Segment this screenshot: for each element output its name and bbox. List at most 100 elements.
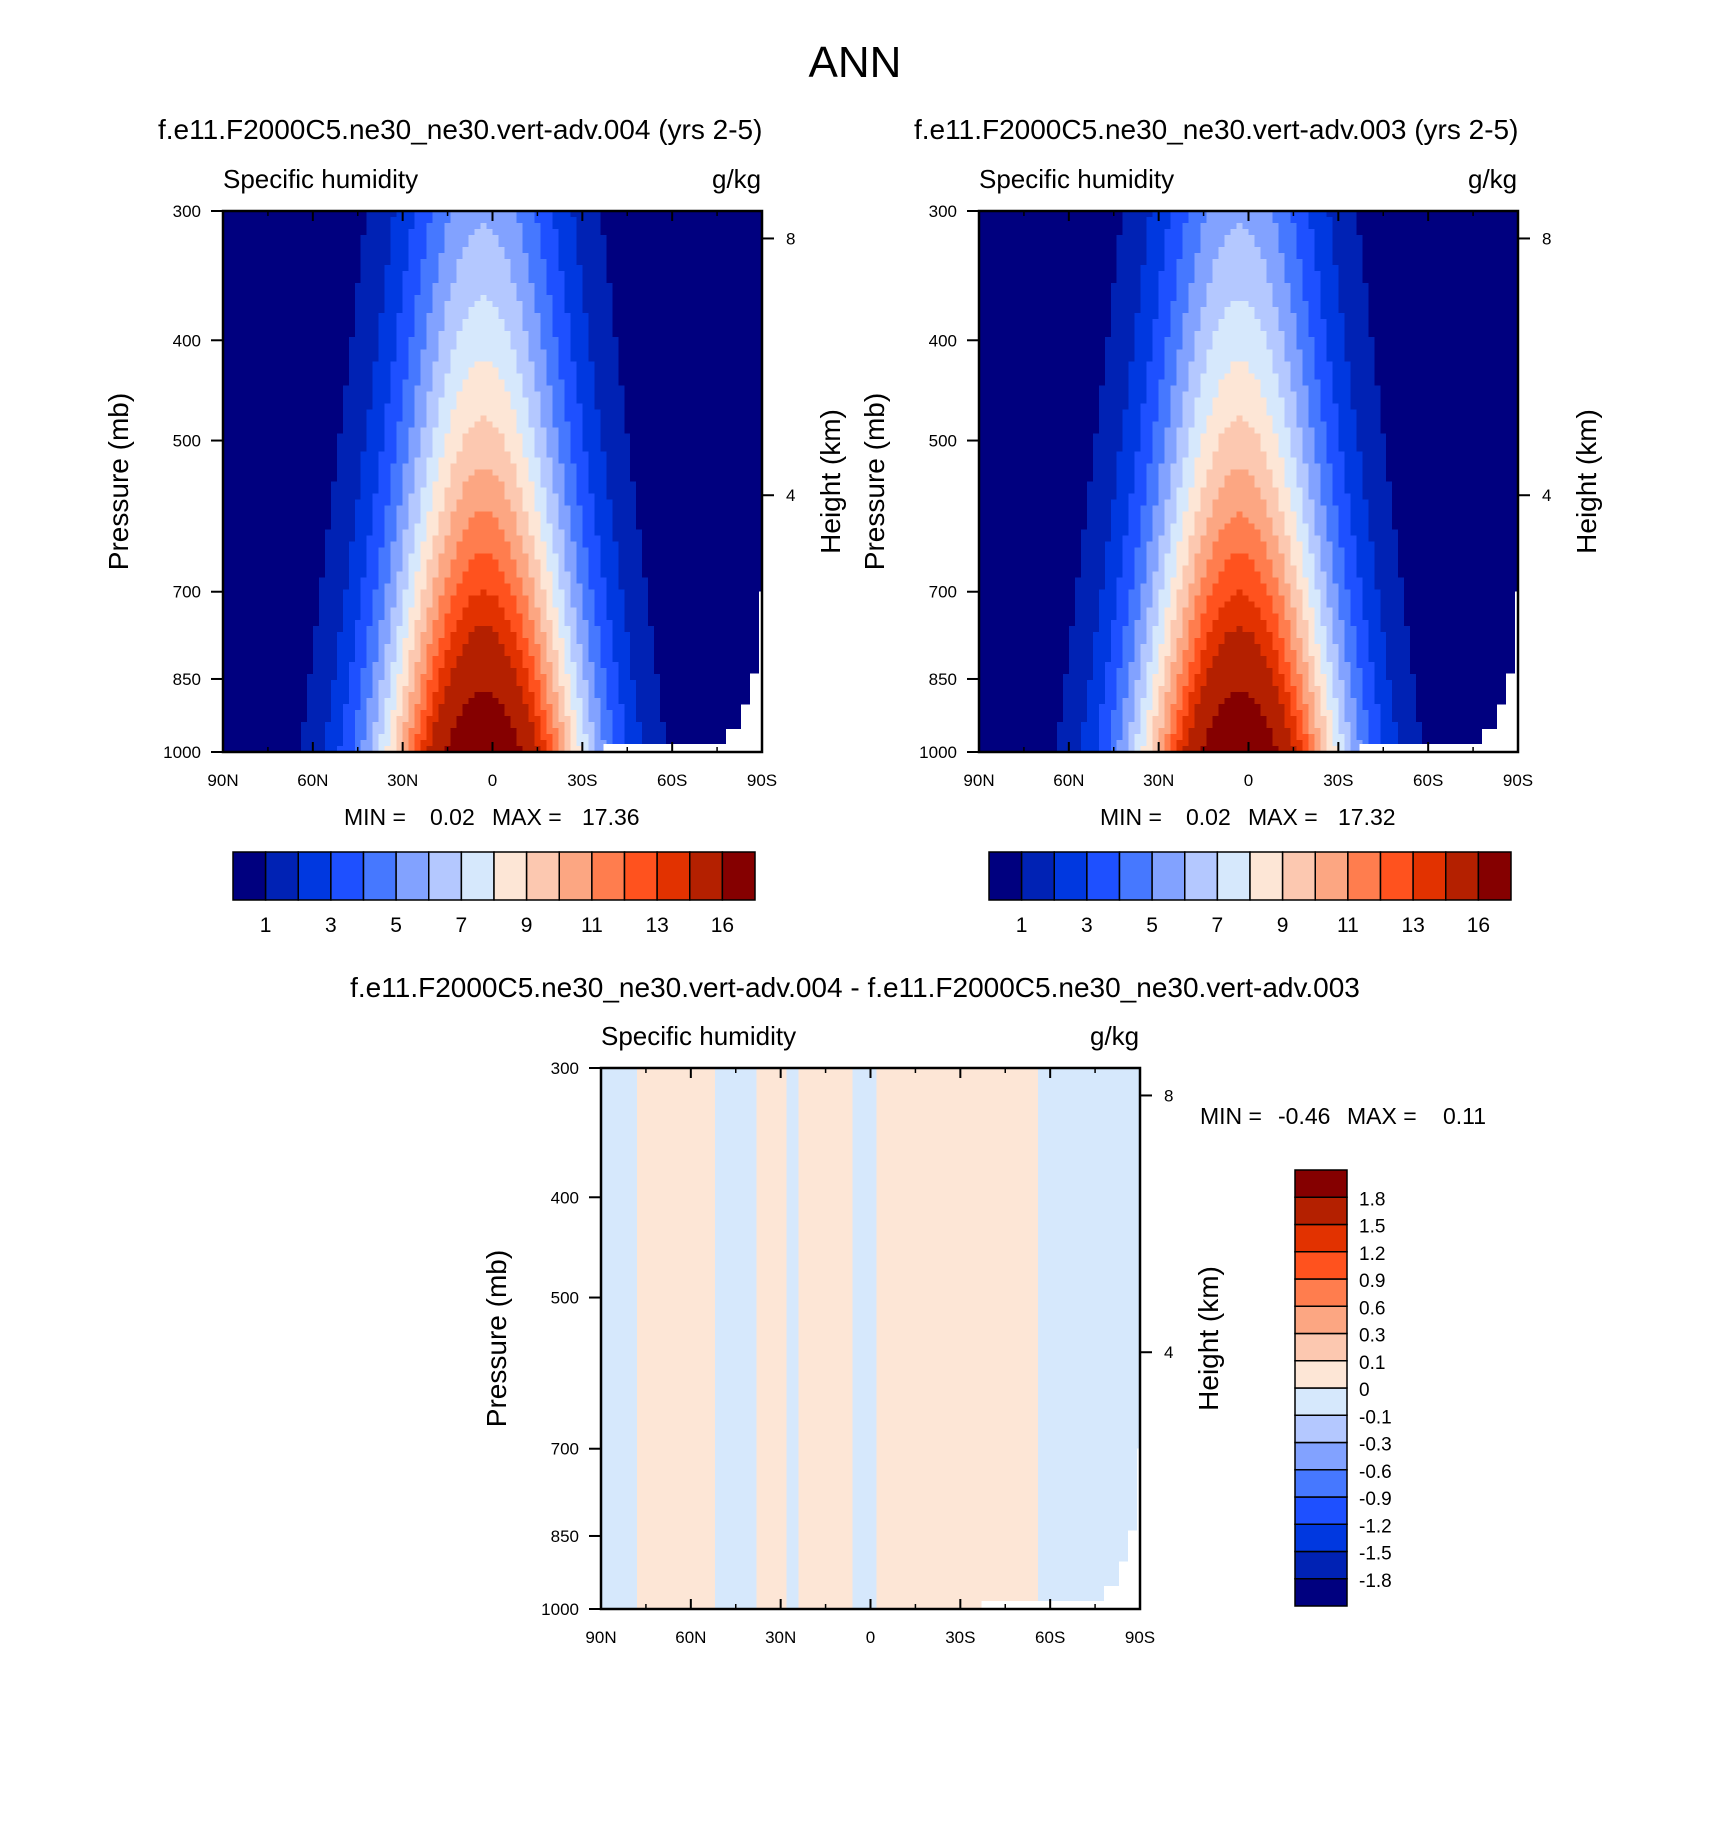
data-cell (223, 541, 326, 549)
data-cell (1338, 421, 1357, 428)
data-cell (384, 601, 398, 609)
data-cell (498, 427, 518, 435)
data-cell (576, 217, 601, 224)
data-cell (384, 277, 404, 284)
data-cell (408, 577, 416, 585)
data-cell (1290, 595, 1303, 603)
data-cell (1248, 301, 1274, 308)
data-cell (450, 427, 470, 435)
data-cell (1200, 385, 1220, 392)
data-cell (1278, 631, 1292, 639)
data-cell (876, 1218, 1039, 1225)
data-cell (408, 733, 416, 741)
data-cell (594, 499, 613, 507)
data-cell (979, 319, 1112, 326)
data-cell (624, 403, 763, 410)
data-cell (1392, 709, 1417, 717)
data-cell (1176, 739, 1190, 747)
data-cell (1380, 703, 1393, 711)
data-cell (798, 1086, 854, 1093)
data-cell (600, 715, 613, 723)
data-cell (979, 475, 1094, 483)
data-cell (612, 733, 625, 741)
data-cell (1290, 637, 1303, 645)
data-cell (1332, 217, 1357, 224)
data-cell (876, 1230, 1039, 1237)
data-cell (450, 511, 476, 519)
data-cell (876, 1314, 1039, 1322)
data-cell (714, 1590, 758, 1598)
data-cell (798, 1356, 854, 1364)
data-cell (1374, 361, 1519, 368)
data-cell (798, 1596, 854, 1604)
data-cell (402, 301, 416, 308)
data-cell (348, 583, 362, 591)
data-cell (1368, 733, 1381, 741)
data-cell (1134, 559, 1148, 567)
data-cell (1266, 259, 1286, 266)
data-cell (601, 1200, 638, 1207)
data-cell (570, 571, 577, 579)
data-cell (588, 739, 595, 747)
data-cell (1188, 595, 1196, 603)
data-cell (384, 709, 392, 717)
data-cell (1206, 367, 1232, 374)
data-cell (1386, 469, 1519, 477)
panel1-max-label: MAX = (492, 804, 562, 830)
data-cell (1110, 523, 1130, 531)
data-cell (1182, 469, 1196, 477)
data-cell (1194, 415, 1208, 422)
data-cell (1194, 343, 1214, 350)
data-cell (1350, 589, 1363, 597)
data-cell (1158, 691, 1166, 699)
data-cell (798, 1194, 854, 1201)
data-cell (223, 319, 356, 326)
data-cell (1038, 1110, 1141, 1117)
data-cell (414, 475, 428, 483)
data-cell (1116, 607, 1130, 615)
data-cell (390, 619, 404, 627)
data-cell (798, 1548, 854, 1556)
data-cell (223, 361, 350, 368)
data-cell (1284, 607, 1298, 615)
data-cell (618, 661, 631, 669)
data-cell (402, 721, 416, 729)
y-right-tick-label: 4 (786, 486, 795, 505)
data-cell (1182, 247, 1202, 254)
data-cell (1296, 577, 1309, 585)
data-cell (1182, 331, 1196, 338)
data-cell (402, 601, 416, 609)
data-cell (1188, 679, 1196, 687)
data-cell (1182, 619, 1190, 627)
data-cell (1122, 535, 1142, 543)
data-cell (1110, 517, 1130, 525)
data-cell (360, 595, 374, 603)
data-cell (576, 607, 583, 615)
data-cell (558, 733, 565, 741)
data-cell (1176, 565, 1184, 573)
data-cell (408, 715, 416, 723)
data-cell (223, 277, 362, 284)
data-cell (1320, 607, 1333, 615)
data-cell (1164, 619, 1172, 627)
data-cell (516, 733, 536, 741)
data-cell (360, 739, 374, 747)
data-cell (534, 721, 542, 729)
data-cell (1374, 577, 1405, 585)
data-cell (612, 517, 637, 525)
data-cell (1170, 583, 1184, 591)
data-cell (756, 1116, 788, 1123)
data-cell (636, 1218, 716, 1225)
data-cell (450, 517, 470, 525)
data-cell (1260, 247, 1280, 254)
data-cell (384, 427, 398, 435)
data-cell (558, 247, 577, 254)
data-cell (420, 673, 434, 681)
data-cell (1326, 679, 1333, 687)
data-cell (540, 727, 547, 735)
data-cell (1188, 637, 1196, 645)
data-cell (1212, 277, 1268, 284)
data-cell (1272, 679, 1286, 687)
data-cell (1368, 631, 1387, 639)
data-cell (786, 1122, 800, 1129)
